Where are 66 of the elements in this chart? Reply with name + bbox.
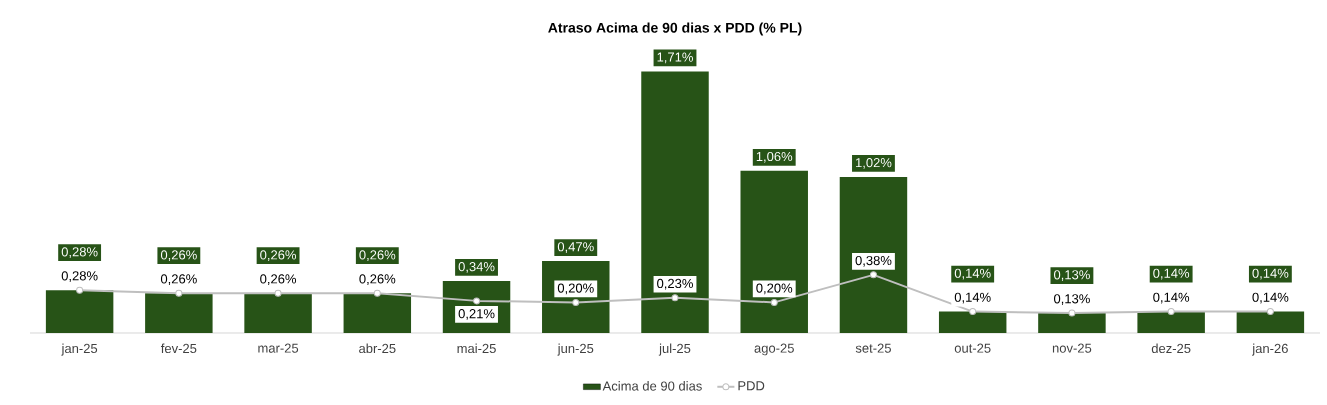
bar xyxy=(839,176,908,333)
x-tick-label: jan-26 xyxy=(1252,343,1288,356)
data-label: 0,13% xyxy=(1053,270,1090,281)
data-label: 0,14% xyxy=(954,292,991,304)
data-label: 0,26% xyxy=(260,250,297,262)
bar xyxy=(740,170,808,333)
data-label: 1,71% xyxy=(657,52,693,64)
x-tick-label: jun-25 xyxy=(557,343,594,356)
x-tick-label: jan-25 xyxy=(61,343,98,356)
data-label: 0,23% xyxy=(657,278,693,290)
x-tick-label: abr-25 xyxy=(359,343,396,354)
point xyxy=(274,289,282,297)
x-tick-label: nov-25 xyxy=(1052,343,1092,353)
legend-label: Acima de 90 dias xyxy=(602,381,702,391)
data-label: 0,28% xyxy=(61,271,98,282)
point xyxy=(175,289,183,297)
data-label: 0,14% xyxy=(1153,292,1190,304)
point xyxy=(1068,309,1076,317)
x-tick-label: set-25 xyxy=(855,343,891,353)
data-label: 0,14% xyxy=(954,268,991,280)
bar xyxy=(244,293,312,333)
point xyxy=(671,294,679,302)
data-label: 0,26% xyxy=(160,250,197,262)
bar xyxy=(1038,313,1106,333)
bar xyxy=(641,71,709,333)
point xyxy=(373,289,381,297)
point xyxy=(572,298,580,306)
point xyxy=(473,297,481,305)
bar xyxy=(1236,311,1305,333)
data-label: 0,13% xyxy=(1053,294,1090,305)
bar xyxy=(45,290,114,333)
data-label: 0,14% xyxy=(1153,268,1190,280)
point xyxy=(1167,308,1175,316)
bar xyxy=(1137,311,1205,333)
data-label: 0,14% xyxy=(1252,268,1289,280)
x-tick-label: out-25 xyxy=(954,343,991,353)
data-label: 0,26% xyxy=(359,250,396,262)
x-tick-label: dez-25 xyxy=(1151,343,1191,354)
data-label: 0,20% xyxy=(557,283,594,295)
bar xyxy=(145,293,213,333)
point xyxy=(869,271,877,279)
x-tick-label: ago-25 xyxy=(754,343,794,356)
data-label: 0,14% xyxy=(1252,292,1289,304)
data-label: 0,34% xyxy=(458,262,495,273)
point xyxy=(770,298,778,306)
point xyxy=(969,308,977,316)
point xyxy=(76,286,84,294)
data-label: 0,26% xyxy=(260,274,297,286)
x-tick-label: fev-25 xyxy=(160,343,197,354)
point xyxy=(1266,308,1274,316)
data-label: 0,38% xyxy=(855,255,892,267)
bar xyxy=(343,293,412,333)
x-tick-label: jul-25 xyxy=(658,343,691,356)
data-label: 0,20% xyxy=(756,283,793,295)
x-tick-label: mar-25 xyxy=(258,343,299,353)
data-label: 0,21% xyxy=(458,309,495,320)
chart-title: Atraso Acima de 90 dias x PDD (% PL) xyxy=(548,22,802,36)
data-label: 0,47% xyxy=(557,242,594,253)
data-label: 1,02% xyxy=(856,158,892,169)
x-tick-label: mai-25 xyxy=(457,343,496,354)
bar xyxy=(938,311,1007,333)
data-label: 1,06% xyxy=(756,151,793,163)
data-label: 0,26% xyxy=(160,274,197,286)
legend-label: PDD xyxy=(738,381,765,391)
data-label: 0,26% xyxy=(359,274,396,286)
data-label: 0,28% xyxy=(61,247,98,258)
